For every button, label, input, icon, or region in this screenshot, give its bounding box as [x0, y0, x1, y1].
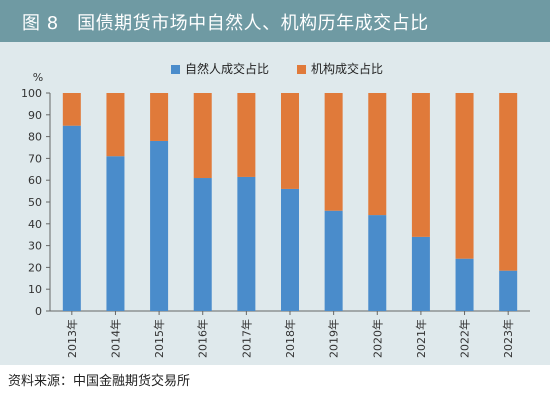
bar-institution — [411, 93, 430, 237]
y-tick-label: 50 — [28, 196, 42, 209]
bar-institution — [455, 93, 474, 259]
bar-individual — [499, 270, 518, 311]
y-tick-label: 10 — [28, 283, 42, 296]
bar-individual — [368, 215, 387, 311]
y-axis-unit: % — [33, 71, 43, 84]
source-note: 资料来源：中国金融期货交易所 — [8, 374, 191, 389]
bar-individual — [193, 178, 212, 311]
x-tick-label: 2022年 — [458, 319, 472, 358]
figure-title: 图 8 国债期货市场中自然人、机构历年成交占比 — [22, 13, 429, 34]
y-tick-label: 90 — [28, 109, 42, 122]
legend-institution-swatch — [297, 65, 306, 74]
x-tick-label: 2016年 — [196, 319, 210, 358]
bar-institution — [193, 93, 212, 179]
y-tick-label: 100 — [21, 87, 42, 100]
y-tick-label: 30 — [28, 240, 42, 253]
bar-individual — [106, 156, 125, 311]
bar-individual — [62, 125, 81, 311]
y-tick-label: 0 — [35, 305, 42, 318]
x-tick-label: 2015年 — [152, 319, 166, 358]
legend-individual-swatch — [171, 65, 180, 74]
title-bar: 图 8 国债期货市场中自然人、机构历年成交占比 — [0, 0, 550, 42]
chart-panel: % 0 10 20 30 40 50 60 70 80 90 100 2013年 2014年 2015年 20… — [0, 42, 550, 365]
bar-institution — [237, 93, 256, 177]
stacked-bar-chart: % 0 10 20 30 40 50 60 70 80 90 100 2013年 2014年 2015年 20… — [21, 61, 530, 358]
x-tick-label: 2018年 — [283, 319, 297, 358]
x-tick-label: 2023年 — [501, 319, 515, 358]
legend-individual-label: 自然人成交占比 — [185, 61, 269, 76]
y-tick-label: 40 — [28, 218, 42, 231]
bar-individual — [281, 188, 299, 311]
x-tick-label: 2013年 — [65, 319, 79, 358]
bar-institution — [499, 93, 518, 271]
y-tick-label: 60 — [28, 174, 42, 187]
bar-individual — [150, 140, 169, 311]
bar-institution — [368, 93, 387, 216]
bar-individual — [324, 210, 343, 311]
bar-institution — [281, 93, 299, 189]
x-tick-label: 2021年 — [414, 319, 428, 358]
bar-individual — [455, 258, 474, 311]
x-tick-label: 2019年 — [327, 319, 341, 358]
bar-institution — [324, 93, 343, 211]
y-tick-label: 80 — [28, 131, 42, 144]
bar-institution — [106, 93, 125, 157]
y-tick-label: 20 — [28, 261, 42, 274]
bar-individual — [237, 176, 256, 311]
x-tick-label: 2014年 — [108, 319, 122, 358]
bar-institution — [150, 93, 169, 141]
bar-institution — [62, 93, 81, 126]
y-tick-label: 70 — [28, 152, 42, 165]
bar-individual — [411, 236, 430, 311]
legend-institution-label: 机构成交占比 — [311, 61, 383, 76]
x-tick-label: 2017年 — [239, 319, 253, 358]
x-tick-label: 2020年 — [370, 319, 384, 358]
